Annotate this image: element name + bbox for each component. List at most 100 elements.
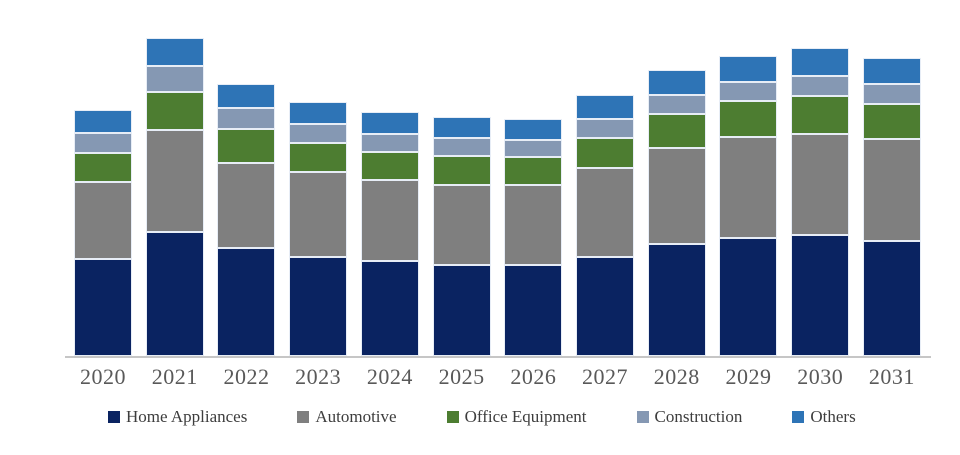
legend-label: Office Equipment (464, 407, 587, 426)
x-tick-label: 2023 (295, 364, 342, 389)
x-tick-label: 2031 (868, 364, 915, 389)
segment-home-appliances (504, 265, 563, 356)
segment-construction (719, 82, 778, 101)
x-tick-label: 2027 (582, 364, 629, 389)
segment-office-equipment (647, 114, 706, 148)
segment-others (647, 70, 706, 95)
segment-construction (791, 76, 850, 96)
legend-swatch-office-equipment (446, 411, 459, 423)
segment-home-appliances (862, 241, 921, 356)
segment-home-appliances (576, 257, 635, 356)
segment-automotive (360, 180, 419, 261)
legend-label: Others (810, 407, 856, 426)
segment-others (576, 95, 635, 119)
segment-others (74, 110, 132, 133)
segment-office-equipment (862, 104, 921, 139)
bar-2024 (360, 112, 419, 356)
x-tick-label: 2030 (797, 364, 844, 389)
legend-swatch-construction (636, 411, 649, 423)
legend-item-automotive: Automotive (297, 407, 397, 427)
segment-others (360, 112, 419, 134)
segment-automotive (647, 148, 706, 244)
bar-2022 (217, 84, 276, 356)
bar-2029 (719, 56, 778, 356)
segment-home-appliances (791, 235, 850, 356)
segment-others (432, 117, 491, 138)
segment-home-appliances (719, 238, 778, 356)
segment-office-equipment (432, 156, 491, 185)
segment-automotive (432, 185, 491, 265)
bar-2025 (432, 117, 491, 356)
segment-construction (74, 133, 132, 153)
segment-automotive (289, 172, 348, 257)
segment-automotive (791, 134, 850, 235)
segment-automotive (576, 168, 635, 257)
x-tick-label: 2020 (80, 364, 126, 389)
segment-construction (360, 134, 419, 152)
segment-construction (862, 84, 921, 104)
bar-2031 (862, 58, 921, 356)
segment-office-equipment (504, 157, 563, 185)
legend-item-office-equipment: Office Equipment (446, 407, 587, 427)
x-tick-label: 2028 (653, 364, 700, 389)
segment-automotive (504, 185, 563, 265)
segment-others (862, 58, 921, 84)
segment-others (145, 38, 204, 66)
segment-home-appliances (145, 232, 204, 356)
segment-office-equipment (576, 138, 635, 168)
bar-2023 (289, 102, 348, 356)
segment-construction (647, 95, 706, 114)
chart-legend: Home Appliances Automotive Office Equipmen… (108, 404, 856, 430)
legend-label: Home Appliances (126, 407, 248, 426)
segment-automotive (719, 137, 778, 238)
segment-construction (576, 119, 635, 138)
segment-automotive (145, 130, 204, 232)
segment-office-equipment (360, 152, 419, 180)
legend-item-others: Others (792, 407, 856, 427)
x-axis-line (65, 356, 931, 358)
segment-office-equipment (145, 92, 204, 130)
segment-automotive (74, 182, 132, 259)
segment-home-appliances (432, 265, 491, 356)
bar-2030 (791, 48, 850, 356)
x-tick-label: 2025 (438, 364, 485, 389)
segment-others (504, 119, 563, 140)
legend-swatch-automotive (297, 411, 310, 423)
x-tick-label: 2022 (223, 364, 270, 389)
bar-2026 (504, 119, 563, 356)
segment-construction (289, 124, 348, 143)
segment-others (719, 56, 778, 82)
x-tick-label: 2029 (725, 364, 772, 389)
segment-automotive (217, 163, 276, 248)
legend-swatch-others (792, 411, 805, 423)
segment-home-appliances (360, 261, 419, 356)
legend-label: Construction (654, 407, 743, 426)
bar-2020 (74, 110, 132, 356)
segment-automotive (862, 139, 921, 241)
segment-others (217, 84, 276, 108)
segment-others (791, 48, 850, 76)
segment-home-appliances (289, 257, 348, 356)
legend-label: Automotive (315, 407, 397, 426)
bar-2027 (576, 95, 635, 356)
x-tick-label: 2024 (366, 364, 413, 389)
segment-office-equipment (791, 96, 850, 134)
bar-2028 (647, 70, 706, 356)
segment-home-appliances (217, 248, 276, 356)
x-tick-label: 2026 (510, 364, 557, 389)
segment-construction (504, 140, 563, 157)
legend-swatch-home-appliances (108, 411, 120, 423)
legend-item-home-appliances: Home Appliances (108, 407, 247, 427)
legend-item-construction: Construction (636, 407, 743, 427)
segment-office-equipment (289, 143, 348, 172)
segment-construction (217, 108, 276, 129)
segment-construction (145, 66, 204, 92)
segment-office-equipment (74, 153, 132, 182)
bar-2021 (145, 38, 204, 356)
segment-others (289, 102, 348, 124)
x-tick-label: 2021 (151, 364, 198, 389)
segment-office-equipment (217, 129, 276, 163)
segment-home-appliances (74, 259, 132, 356)
